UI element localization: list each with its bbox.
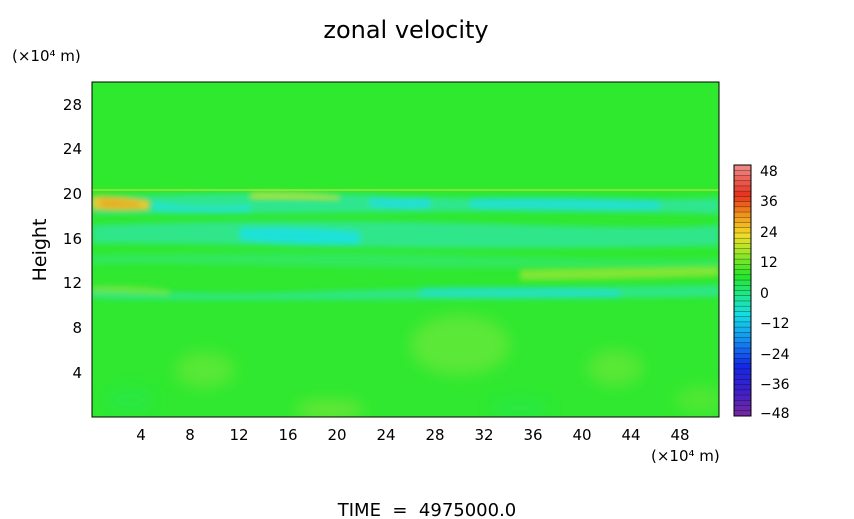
x-tick-label: 28 [425,426,444,444]
colorbar-band [734,185,751,192]
colorbar-band [734,274,751,281]
colorbar-tick-label: −24 [760,347,790,363]
colorbar-band [734,379,751,385]
heatmap-field [92,82,719,417]
x-axis-unit: (×10⁴ m) [651,447,720,465]
colorbar-band [734,363,751,370]
colorbar-tick-label: −36 [760,377,790,393]
colorbar-band [734,217,751,223]
y-tick-label: 24 [63,140,82,158]
y-tick-label: 8 [72,319,82,337]
colorbar-bands [734,164,751,417]
colorbar-band [734,342,751,349]
y-tick-label: 4 [72,364,82,382]
colorbar-band [734,295,751,302]
colorbar-band [734,290,751,297]
colorbar-band [734,332,751,338]
colorbar-band [734,238,751,244]
colorbar-band [734,232,751,239]
colorbar-band [734,269,751,276]
x-tick-label: 12 [229,426,248,444]
colorbar-band [734,306,751,312]
y-ticks: 4 8 12 16 20 24 28 [63,96,82,382]
x-tick-label: 48 [670,426,689,444]
colorbar-band [734,227,751,234]
colorbar-band [734,222,751,229]
colorbar-band [734,374,751,380]
colorbar-frame [733,164,752,417]
colorbar-band [734,201,751,208]
colorbar-band [734,165,751,171]
colorbar-band [734,206,751,213]
colorbar-band [734,311,751,317]
colorbar-band [734,285,751,291]
x-tick-label: 44 [621,426,640,444]
chart-title: zonal velocity [323,16,488,44]
colorbar-band [734,400,751,406]
colorbar-band [734,170,751,176]
colorbar-tick-label: 24 [760,225,778,241]
x-tick-label: 8 [185,426,195,444]
colorbar-tick-label: 12 [760,255,778,271]
colorbar: 48 36 24 12 0 −12 −24 −36 −48 [733,164,790,422]
colorbar-band [734,191,751,197]
colorbar-band [734,321,751,328]
x-tick-label: 24 [376,426,395,444]
x-tick-label: 36 [523,426,542,444]
colorbar-band [734,175,751,181]
colorbar-band [734,395,751,401]
time-footer: TIME = 4975000.0 [337,500,517,519]
colorbar-band [734,337,751,344]
x-tick-label: 32 [474,426,493,444]
y-axis-label: Height [29,219,51,282]
colorbar-band [734,368,751,375]
colorbar-band [734,259,751,265]
colorbar-band [734,300,751,307]
x-tick-label: 40 [572,426,591,444]
colorbar-band [734,353,751,359]
colorbar-tick-label: 36 [760,194,778,210]
y-tick-label: 20 [63,185,82,203]
colorbar-tick-label: −48 [760,406,790,422]
plot-frame [91,81,720,418]
colorbar-band [734,410,751,417]
x-tick-label: 16 [278,426,297,444]
y-tick-label: 16 [63,230,82,248]
colorbar-tick-label: 0 [760,286,769,302]
colorbar-tick-label: −12 [760,316,790,332]
y-tick-label: 12 [63,274,82,292]
colorbar-band [734,327,751,333]
colorbar-band [734,264,751,270]
colorbar-band [734,212,751,218]
colorbar-band [734,196,751,202]
x-ticks: 4 8 12 16 20 24 28 32 36 40 44 48 [136,426,689,444]
colorbar-band [734,358,751,365]
y-tick-label: 28 [63,96,82,114]
colorbar-tick-label: 48 [760,164,778,180]
x-tick-label: 4 [136,426,146,444]
colorbar-band [734,316,751,323]
colorbar-band [734,348,751,354]
y-axis-unit: (×10⁴ m) [12,47,81,65]
colorbar-band [734,389,751,396]
colorbar-band [734,180,751,187]
x-tick-label: 20 [327,426,346,444]
colorbar-band [734,243,751,249]
colorbar-band [734,253,751,260]
colorbar-band [734,280,751,286]
colorbar-band [734,384,751,391]
colorbar-band [734,248,751,255]
colorbar-band [734,405,751,412]
